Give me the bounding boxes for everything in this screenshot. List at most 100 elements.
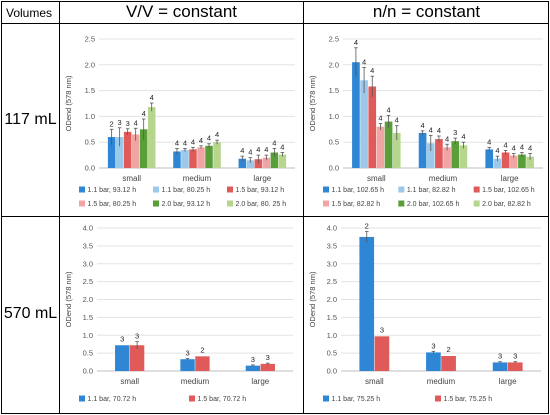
data-label: 3: [251, 355, 255, 364]
legend-entry: 2.0 bar, 82.82 h: [482, 201, 531, 208]
bar: [426, 352, 441, 371]
bar: [493, 158, 502, 168]
data-label: 4: [272, 138, 276, 147]
legend-entry: 1.1 bar, 102.65 h: [332, 187, 385, 194]
y-tick-label: 0.5: [329, 138, 339, 147]
bar: [107, 137, 116, 168]
x-tick-label: medium: [429, 174, 458, 183]
data-label: 4: [487, 137, 491, 146]
y-tick-label: 1.0: [327, 331, 337, 340]
data-label: 4: [134, 118, 138, 127]
bar: [197, 147, 205, 168]
y-tick-label: 0.0: [83, 367, 93, 376]
data-label: 4: [528, 144, 532, 153]
y-tick-label: 2.0: [83, 295, 93, 304]
column-divider-2: [303, 1, 304, 414]
legend-swatch: [153, 186, 159, 193]
legend-swatch: [79, 395, 85, 402]
y-tick-label: 0.5: [327, 349, 337, 358]
y-axis-label: ODend (578 nm): [308, 75, 317, 131]
row-header-570: 570 mL: [3, 305, 58, 322]
y-tick-label: 1.5: [329, 86, 339, 95]
x-tick-label: medium: [183, 174, 212, 183]
legend-entry: 1.1 bar, 93.12 h: [88, 187, 137, 194]
data-label: 4: [461, 132, 465, 141]
data-label: 3: [498, 352, 502, 361]
data-label: 3: [453, 128, 457, 137]
bar: [509, 155, 518, 168]
legend-swatch: [227, 200, 233, 207]
legend-swatch: [189, 395, 195, 402]
y-tick-label: 2.0: [329, 60, 339, 69]
y-tick-label: 2.5: [329, 35, 339, 44]
legend-entry: 1.5 bar, 70.72 h: [198, 396, 247, 403]
data-label: 4: [175, 138, 179, 147]
bar: [238, 158, 247, 168]
x-tick-label: small: [367, 174, 386, 183]
y-tick-label: 1.5: [83, 313, 93, 322]
bar: [131, 134, 140, 168]
bar: [360, 80, 368, 168]
legend-entry: 2.0 bar, 93.12 h: [162, 201, 211, 208]
legend-swatch: [227, 186, 233, 193]
y-axis-label: ODend (578 nm): [64, 75, 73, 131]
x-tick-label: medium: [427, 377, 456, 386]
legend-swatch: [323, 186, 329, 193]
bar: [501, 152, 510, 168]
x-tick-label: small: [122, 174, 141, 183]
legend-entry: 1.1 bar, 75.25 h: [332, 396, 381, 403]
bar: [123, 131, 132, 168]
bar: [384, 121, 393, 168]
legend-swatch: [79, 186, 85, 193]
data-label: 2: [200, 345, 204, 354]
y-tick-label: 0.5: [83, 349, 93, 358]
legend-swatch: [323, 200, 329, 207]
data-label: 4: [445, 134, 449, 143]
y-axis-label: ODend (578 nm): [308, 271, 317, 327]
bar: [245, 365, 261, 371]
row-header-117: 117 mL: [4, 111, 57, 128]
bar: [205, 145, 213, 168]
legend-entry: 1.1 bar, 82.82 h: [407, 187, 456, 194]
legend-entry: 2.0 bar, 102.65 h: [407, 201, 460, 208]
chart-570-vv: 0.0 0.5 1.0 1.5 2.0 2.5 3.0 3.5 4.0 ODend (578 nm…: [64, 224, 293, 403]
y-tick-label: 1.5: [85, 86, 95, 95]
legend-entry: 1.5 bar, 93.12 h: [236, 187, 285, 194]
bar: [213, 142, 221, 168]
data-label: 4: [495, 146, 499, 155]
data-label: 4: [183, 138, 187, 147]
data-label: 4: [215, 130, 219, 139]
data-label: 3: [431, 341, 435, 350]
data-label: 2: [365, 222, 369, 231]
data-label: 4: [429, 125, 433, 134]
y-tick-label: 4.0: [327, 224, 337, 233]
bar: [278, 154, 287, 168]
legend-entry: 1.5 bar, 102.65 h: [482, 187, 535, 194]
legend-swatch: [473, 186, 480, 193]
legend-entry: 1.5 bar, 80.25 h: [88, 201, 137, 208]
y-tick-label: 2.5: [85, 35, 95, 44]
legend-swatch: [435, 395, 441, 402]
y-tick-label: 1.0: [83, 331, 93, 340]
bar: [507, 362, 523, 371]
column-header-nn: n/n = constant: [372, 2, 481, 21]
legend-entry: 1.1 bar, 70.72 h: [88, 396, 137, 403]
y-tick-label: 2.5: [83, 277, 93, 286]
bar: [173, 151, 181, 168]
bar: [374, 336, 390, 371]
bar: [359, 236, 375, 371]
x-tick-label: large: [499, 377, 517, 386]
bar: [246, 160, 255, 168]
y-tick-label: 0.0: [85, 164, 95, 173]
x-tick-label: small: [120, 377, 139, 386]
data-label: 4: [378, 114, 382, 123]
legend-swatch: [153, 200, 159, 207]
data-label: 4: [191, 137, 195, 146]
bar: [181, 149, 189, 168]
legend-entry: 1.1 bar, 80.25 h: [162, 187, 211, 194]
data-label: 4: [420, 121, 424, 130]
y-tick-label: 1.0: [329, 112, 339, 121]
data-label: 2: [110, 119, 114, 128]
y-tick-label: 3.0: [327, 259, 337, 268]
